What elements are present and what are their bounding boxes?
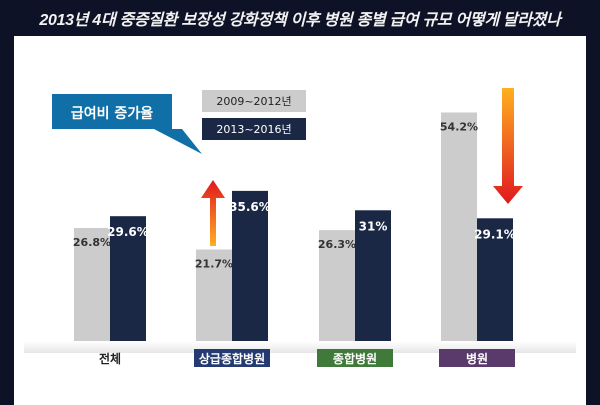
legend-label-2: 2013~2016년 [216,123,291,136]
bar-1-상급종합병원 [196,249,232,341]
category-label-bg [317,349,393,367]
category-label: 병원 [466,351,488,366]
bar-chart: 26.8% 21.7% 26.3% 54.2% 29.6% 35.6% 31% 29.1% 전체… [24,88,576,367]
data-label: 35.6% [229,200,271,214]
callout-box [52,94,202,154]
data-label: 26.8% [73,236,111,249]
data-label: 54.2% [440,120,478,133]
bar-2-전체 [110,216,146,341]
data-label: 26.3% [318,238,356,251]
legend-label-1: 2009~2012년 [216,95,291,108]
bar-2-상급종합병원 [232,190,268,341]
chart-panel: 26.8% 21.7% 26.3% 54.2% 29.6% 35.6% 31% 29.1% 전체… [14,36,586,405]
legend-swatch-1 [202,90,306,112]
data-label: 29.1% [474,227,516,241]
bar-2-종합병원 [355,210,391,341]
category-label-bg [194,349,270,367]
data-label: 29.6% [107,225,149,239]
category-label: 상급종합병원 [199,351,265,366]
callout-label: 급여비 증가율 [71,105,153,122]
category-label: 전체 [99,351,121,366]
baseline-strip [24,341,576,353]
category-label: 종합병원 [333,351,377,366]
legend-swatch-2 [202,118,306,140]
bar-1-병원 [441,112,477,341]
data-label: 21.7% [195,257,233,270]
bar-1-종합병원 [319,230,355,341]
increase-arrow-icon [201,180,225,246]
bar-1-전체 [74,227,110,341]
chart-title: 2013년 4대 중증질환 보장성 강화정책 이후 병원 종별 급여 규모 어떻… [39,12,561,29]
decrease-arrow-icon [493,88,523,204]
bar-2-병원 [477,218,513,341]
data-label: 31% [359,219,388,233]
category-label-bg [439,349,515,367]
